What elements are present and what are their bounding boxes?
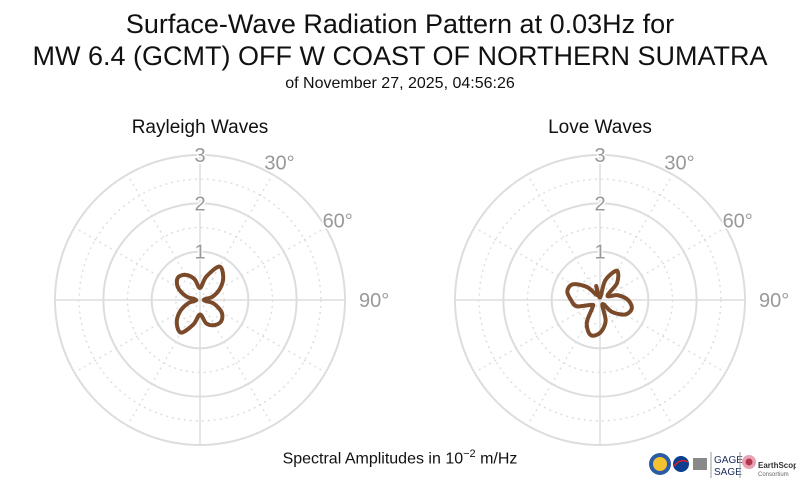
polar-ring [502, 202, 698, 398]
caption-exponent: −2 [463, 448, 476, 460]
polar-ring [102, 202, 298, 398]
polar-r-tick-label: 1 [194, 242, 205, 264]
polar-plot-1: Love Waves 1 2 3 30° 60° 90° [454, 117, 791, 446]
usgs-logo [693, 458, 707, 470]
polar-ring [454, 154, 746, 446]
radiation-pattern-line [174, 264, 226, 335]
earthscope-logo-subtext: Consortium [758, 472, 789, 478]
polar-ring [54, 154, 346, 446]
sage-logo-text: SAGE [714, 467, 742, 478]
polar-panel-title: Rayleigh Waves [132, 117, 269, 138]
figure-title-event: MW 6.4 (GCMT) OFF W COAST OF NORTHERN SU… [32, 41, 768, 71]
earthscope-logo-text: EarthScope [758, 461, 796, 470]
polar-angle-label: 30° [264, 152, 294, 174]
polar-ring [550, 250, 650, 350]
polar-minor-ring [526, 226, 674, 374]
polar-angle-label: 30° [664, 152, 694, 174]
polar-panel-title: Love Waves [548, 117, 652, 138]
figure-title: Surface-Wave Radiation Pattern at 0.03Hz… [125, 9, 675, 39]
polar-angle-label: 90° [759, 290, 789, 312]
gage-logo-text: GAGE [714, 455, 743, 466]
polar-ring [150, 250, 250, 350]
sponsor-logos: GAGE SAGE EarthScope Consortium [649, 452, 796, 478]
polar-spoke [599, 226, 726, 301]
polar-r-tick-label: 1 [594, 242, 605, 264]
polar-angle-label: 90° [359, 290, 389, 312]
polar-spoke [199, 299, 274, 426]
polar-minor-ring [78, 178, 322, 422]
polar-angle-label: 60° [723, 211, 753, 233]
polar-r-tick-label: 2 [594, 193, 605, 215]
polar-spoke [526, 174, 601, 301]
caption-prefix: Spectral Amplitudes in 10 [282, 450, 464, 468]
polar-minor-ring [175, 275, 225, 325]
polar-plot-0: Rayleigh Waves 1 2 3 30° 60° 90° [54, 117, 391, 446]
polar-angle-label: 60° [323, 211, 353, 233]
nsf-logo [649, 453, 671, 475]
nasa-logo [673, 456, 689, 472]
amplitude-caption: Spectral Amplitudes in 10−2 m/Hz [0, 448, 800, 468]
radiation-pattern-line [565, 268, 634, 338]
polar-minor-ring [575, 275, 625, 325]
polar-r-tick-label: 3 [594, 145, 605, 167]
polar-minor-ring [126, 226, 274, 374]
polar-minor-ring [478, 178, 722, 422]
polar-r-tick-label: 2 [194, 193, 205, 215]
polar-spoke [474, 299, 601, 374]
figure-subtitle: of November 27, 2025, 04:56:26 [285, 75, 515, 92]
caption-suffix: m/Hz [475, 450, 518, 468]
polar-spoke [126, 174, 201, 301]
polar-r-tick-label: 3 [194, 145, 205, 167]
earthscope-icon [742, 455, 756, 469]
polar-spoke [599, 299, 674, 426]
